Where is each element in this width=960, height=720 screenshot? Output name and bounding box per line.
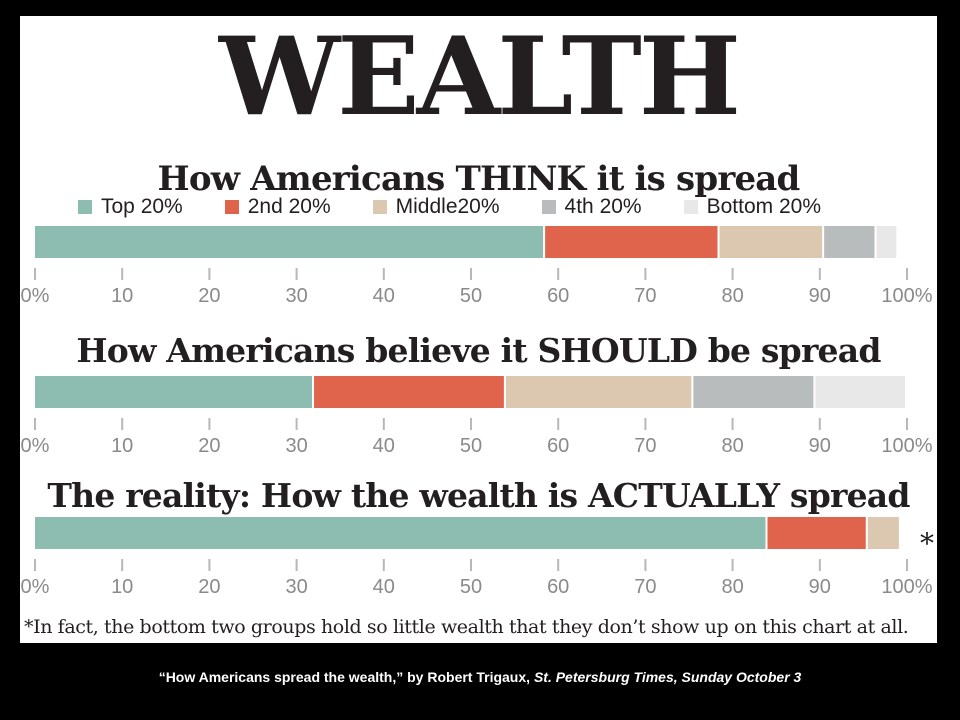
bar-segment xyxy=(767,517,866,549)
tick-label: 0% xyxy=(21,285,50,307)
legend-label: 2nd 20% xyxy=(247,195,331,218)
chart-think: 0% 10 20 30 40 50 60 70 80 90 100% xyxy=(21,226,933,307)
tick-label: 20 xyxy=(198,285,220,307)
tick-label: 90 xyxy=(809,576,831,598)
legend-swatch xyxy=(372,200,387,214)
tick-label: 0% xyxy=(21,576,50,598)
tick-label: 70 xyxy=(634,576,656,598)
legend-swatch xyxy=(541,200,556,214)
chart-title-reality: The reality: How the wealth is ACTUALLY … xyxy=(47,476,910,515)
chart-title-think: How Americans THINK it is spread xyxy=(157,159,801,199)
tick-label: 20 xyxy=(198,435,220,457)
legend-item: 2nd 20% xyxy=(224,195,331,219)
bar-segment xyxy=(693,376,814,408)
chart-title-should: How Americans believe it SHOULD be sprea… xyxy=(76,331,881,370)
tick-label: 30 xyxy=(285,435,307,457)
tick-label: 30 xyxy=(285,285,307,307)
legend-label: Top 20% xyxy=(101,195,183,218)
bar-segment xyxy=(35,376,313,408)
tick-label: 70 xyxy=(634,435,656,457)
legend-swatch xyxy=(683,200,698,214)
tick-label: 40 xyxy=(373,576,395,598)
credit-source: St. Petersburg Times, Sunday October 3 xyxy=(533,669,802,685)
tick-label: 60 xyxy=(547,285,569,307)
bar-segment xyxy=(545,226,718,258)
credit-text: “How Americans spread the wealth,” by Ro… xyxy=(158,669,534,685)
bar-segment xyxy=(35,517,766,549)
tick-label: 100% xyxy=(881,435,932,457)
asterisk-annotation: * xyxy=(920,527,934,560)
legend: Top 20% 2nd 20% Middle20% 4th 20% Bottom 20% xyxy=(78,195,822,219)
main-title: WEALTH xyxy=(219,16,741,140)
bar-segment xyxy=(867,517,899,549)
tick-label: 10 xyxy=(111,285,133,307)
tick-label: 0% xyxy=(21,435,50,457)
credit-line: “How Americans spread the wealth,” by Ro… xyxy=(0,669,960,685)
tick-label: 40 xyxy=(373,435,395,457)
tick-label: 50 xyxy=(460,576,482,598)
bar-segment xyxy=(719,226,823,258)
chart-should: 0% 10 20 30 40 50 60 70 80 90 100% xyxy=(21,376,933,457)
bar-segment xyxy=(815,376,905,408)
legend-item: Middle20% xyxy=(372,195,500,219)
legend-label: Middle20% xyxy=(395,195,500,218)
legend-item: Top 20% xyxy=(78,195,183,219)
tick-label: 90 xyxy=(809,435,831,457)
bar-segment xyxy=(35,226,544,258)
bar-segment xyxy=(314,376,504,408)
tick-label: 90 xyxy=(809,285,831,307)
tick-label: 60 xyxy=(547,576,569,598)
legend-label: Bottom 20% xyxy=(706,195,822,218)
tick-label: 80 xyxy=(721,435,743,457)
tick-label: 30 xyxy=(285,576,307,598)
legend-item: Bottom 20% xyxy=(683,195,822,219)
legend-item: 4th 20% xyxy=(541,195,642,219)
tick-label: 50 xyxy=(460,435,482,457)
legend-swatch xyxy=(224,200,239,214)
infographic-panel: WEALTH How Americans THINK it is spread … xyxy=(20,16,937,643)
tick-label: 10 xyxy=(111,576,133,598)
tick-label: 40 xyxy=(373,285,395,307)
chart-reality: 0% 10 20 30 40 50 60 70 80 90 100% * xyxy=(21,517,934,598)
footnote: *In fact, the bottom two groups hold so … xyxy=(24,616,909,638)
tick-label: 100% xyxy=(881,576,932,598)
bar-segment xyxy=(824,226,875,258)
tick-label: 20 xyxy=(198,576,220,598)
tick-label: 50 xyxy=(460,285,482,307)
bar-segment xyxy=(505,376,692,408)
tick-label: 60 xyxy=(547,435,569,457)
legend-swatch xyxy=(78,200,92,214)
tick-label: 80 xyxy=(721,285,743,307)
tick-label: 10 xyxy=(111,435,133,457)
tick-label: 80 xyxy=(721,576,743,598)
tick-label: 70 xyxy=(634,285,656,307)
bar-segment xyxy=(876,226,897,258)
tick-label: 100% xyxy=(881,285,932,307)
legend-label: 4th 20% xyxy=(564,195,642,218)
